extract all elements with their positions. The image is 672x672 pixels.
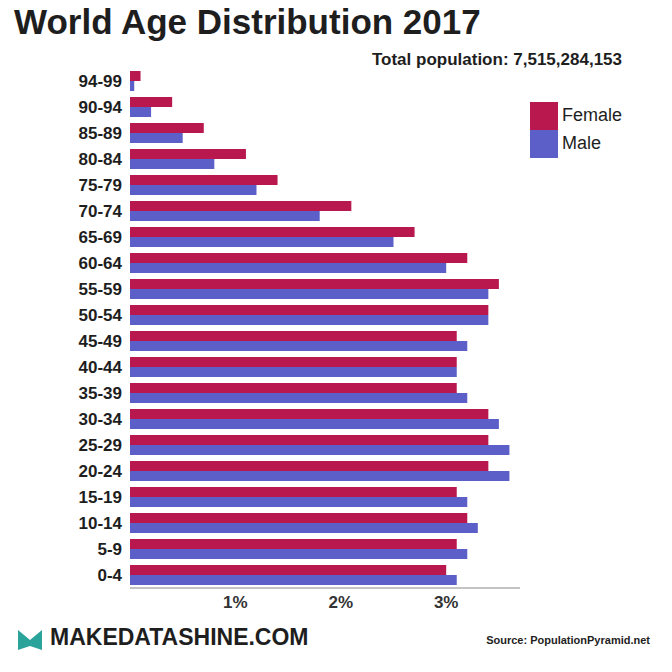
svg-text:94-99: 94-99	[79, 72, 122, 91]
svg-text:60-64: 60-64	[79, 254, 123, 273]
svg-text:65-69: 65-69	[79, 228, 122, 247]
svg-text:0-4: 0-4	[97, 566, 122, 585]
svg-text:30-34: 30-34	[79, 410, 123, 429]
html-text:Male: Male	[562, 132, 601, 153]
html-text:Source: PopulationPyramid.net: Source: PopulationPyramid.net	[486, 634, 650, 646]
svg-text:40-44: 40-44	[79, 358, 123, 377]
html-text:Total population: 7,515,284,15: Total population: 7,515,284,153	[372, 50, 622, 69]
svg-text:3%: 3%	[434, 593, 459, 612]
svg-text:80-84: 80-84	[79, 150, 123, 169]
svg-text:2%: 2%	[329, 593, 354, 612]
svg-text:55-59: 55-59	[79, 280, 122, 299]
svg-text:35-39: 35-39	[79, 384, 122, 403]
html-text:World Age Distribution 2017: World Age Distribution 2017	[14, 2, 481, 41]
svg-text:50-54: 50-54	[79, 306, 123, 325]
svg-text:85-89: 85-89	[79, 124, 122, 143]
svg-text:1%: 1%	[223, 593, 248, 612]
html-text:MAKEDATASHINE.COM: MAKEDATASHINE.COM	[50, 624, 309, 650]
svg-text:5-9: 5-9	[97, 540, 122, 559]
html-text:Female: Female	[562, 104, 622, 125]
svg-text:45-49: 45-49	[79, 332, 122, 351]
svg-text:75-79: 75-79	[79, 176, 122, 195]
svg-text:20-24: 20-24	[79, 462, 123, 481]
svg-text:15-19: 15-19	[79, 488, 122, 507]
svg-text:70-74: 70-74	[79, 202, 123, 221]
svg-text:10-14: 10-14	[79, 514, 123, 533]
svg-text:90-94: 90-94	[79, 98, 123, 117]
svg-text:25-29: 25-29	[79, 436, 122, 455]
